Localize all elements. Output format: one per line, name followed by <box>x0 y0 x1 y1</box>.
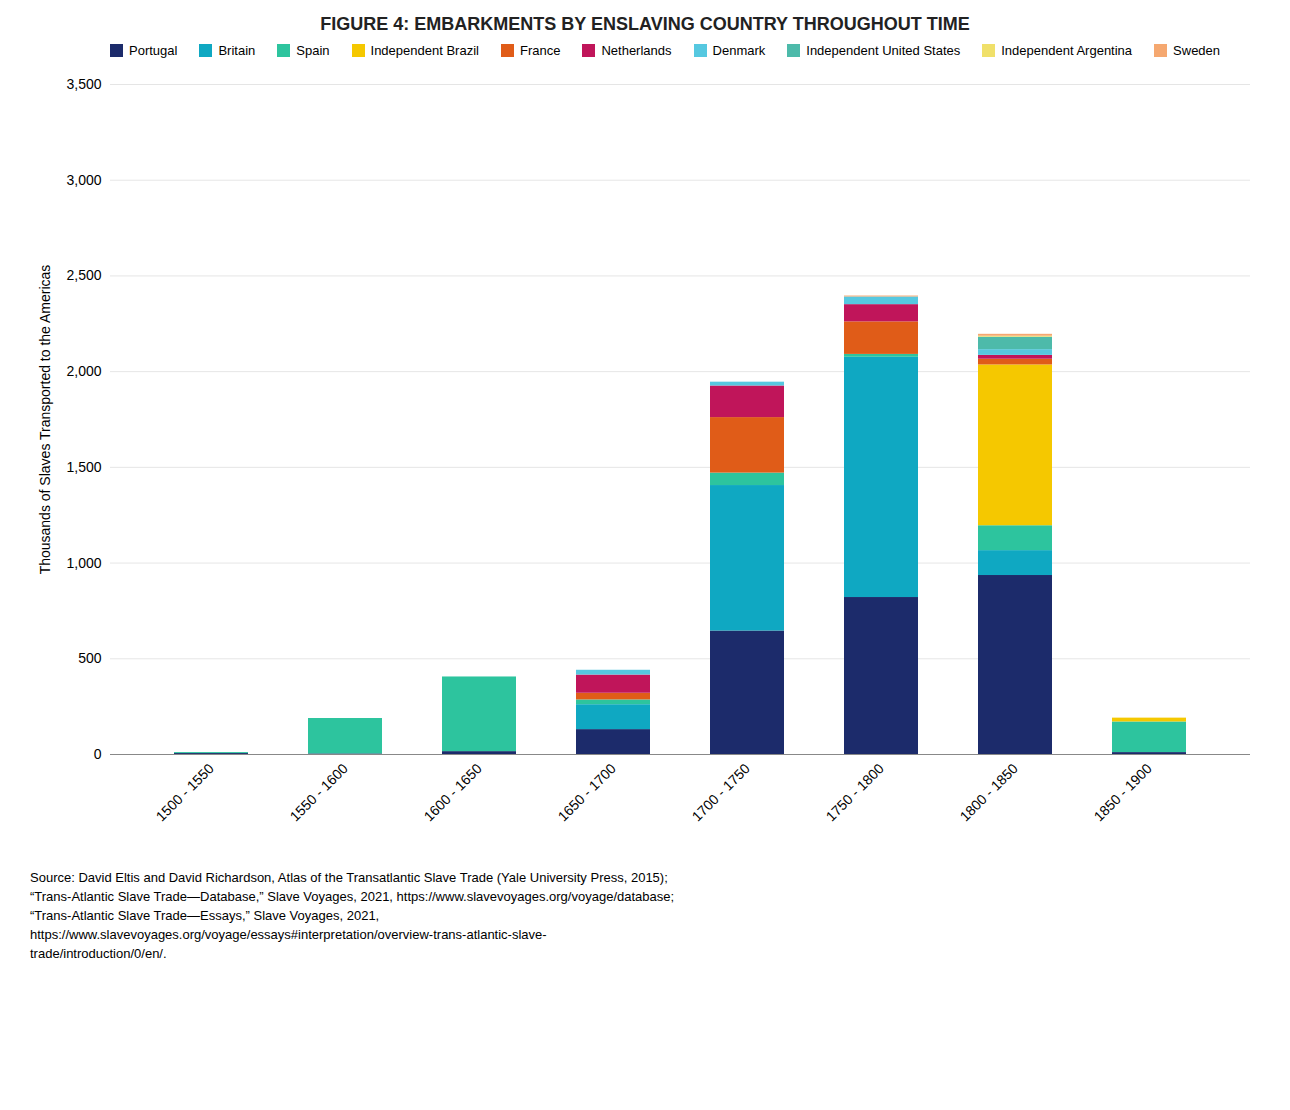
html-text:https://www.slavevoyages.org/v: https://www.slavevoyages.org/voyage/essa… <box>30 927 547 942</box>
html-text:France: France <box>520 43 561 58</box>
svg-text:1850 - 1900: 1850 - 1900 <box>1091 760 1155 824</box>
html-text:Denmark: Denmark <box>712 43 766 58</box>
svg-text:2,500: 2,500 <box>66 267 101 283</box>
svg-text:3,000: 3,000 <box>66 172 101 188</box>
svg-text:1550 - 1600: 1550 - 1600 <box>287 760 351 824</box>
svg-text:2,000: 2,000 <box>66 363 101 379</box>
svg-text:3,500: 3,500 <box>66 76 101 92</box>
svg-text:1,500: 1,500 <box>66 459 101 475</box>
svg-text:1650 - 1700: 1650 - 1700 <box>555 760 619 824</box>
svg-text:0: 0 <box>94 746 102 762</box>
html-text:Portugal: Portugal <box>129 43 178 58</box>
html-text:FIGURE 4: EMBARKMENTS BY ENSLA: FIGURE 4: EMBARKMENTS BY ENSLAVING COUNT… <box>320 14 970 34</box>
svg-text:1500 - 1550: 1500 - 1550 <box>153 760 217 824</box>
svg-text:1700 - 1750: 1700 - 1750 <box>689 760 753 824</box>
svg-text:1800 - 1850: 1800 - 1850 <box>957 760 1021 824</box>
svg-text:1,000: 1,000 <box>66 555 101 571</box>
html-text:Independent United States: Independent United States <box>806 43 961 58</box>
html-text:Source: David Eltis and David: Source: David Eltis and David Richardson… <box>30 870 668 885</box>
html-text:Netherlands: Netherlands <box>601 43 672 58</box>
svg-text:Thousands of Slaves Transporte: Thousands of Slaves Transported to the A… <box>37 265 53 575</box>
html-text:Independent Brazil: Independent Brazil <box>370 43 479 58</box>
svg-text:1600 - 1650: 1600 - 1650 <box>421 760 485 824</box>
svg-text:1750 - 1800: 1750 - 1800 <box>823 760 887 824</box>
html-text:“Trans-Atlantic Slave Trade—Da: “Trans-Atlantic Slave Trade—Database,” S… <box>30 889 675 904</box>
html-text:Sweden: Sweden <box>1173 43 1221 58</box>
html-text:Independent Argentina: Independent Argentina <box>1001 43 1133 58</box>
html-text:trade/introduction/0/en/.: trade/introduction/0/en/. <box>30 946 167 961</box>
html-text:“Trans-Atlantic Slave Trade—Es: “Trans-Atlantic Slave Trade—Essays,” Sla… <box>30 908 380 923</box>
html-text:Britain: Britain <box>218 43 256 58</box>
html-text:Spain: Spain <box>296 43 330 58</box>
svg-text:500: 500 <box>78 650 102 666</box>
